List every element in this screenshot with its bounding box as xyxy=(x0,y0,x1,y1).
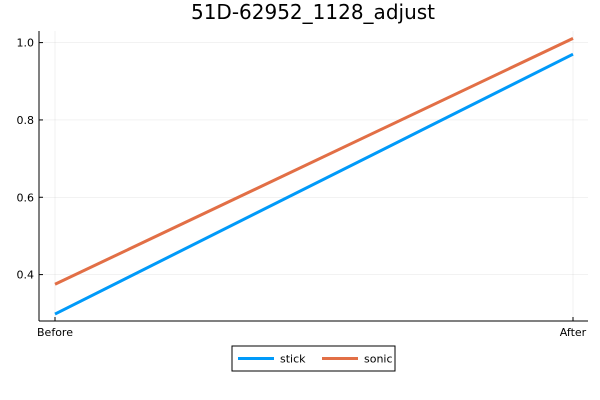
series-line-sonic xyxy=(54,36,574,286)
y-tick-label-0: 0.4 xyxy=(17,269,35,282)
y-tick-label-3: 1.0 xyxy=(17,37,35,50)
series-line-stick xyxy=(54,52,574,316)
legend-label-sonic: sonic xyxy=(364,353,393,366)
x-tick-label-1: After xyxy=(560,326,587,339)
grid-lines xyxy=(39,31,588,321)
x-tick-label-0: Before xyxy=(37,326,73,339)
y-tick-label-2: 0.8 xyxy=(17,114,35,127)
series-lines xyxy=(54,36,574,316)
y-tick-label-1: 0.6 xyxy=(17,191,35,204)
tick-labels: 0.4 0.6 0.8 1.0 Before After xyxy=(17,37,587,339)
legend-label-stick: stick xyxy=(280,353,306,366)
chart-title: 51D-62952_1128_adjust xyxy=(191,0,435,24)
axes xyxy=(38,31,588,322)
legend: stick sonic xyxy=(231,345,396,372)
